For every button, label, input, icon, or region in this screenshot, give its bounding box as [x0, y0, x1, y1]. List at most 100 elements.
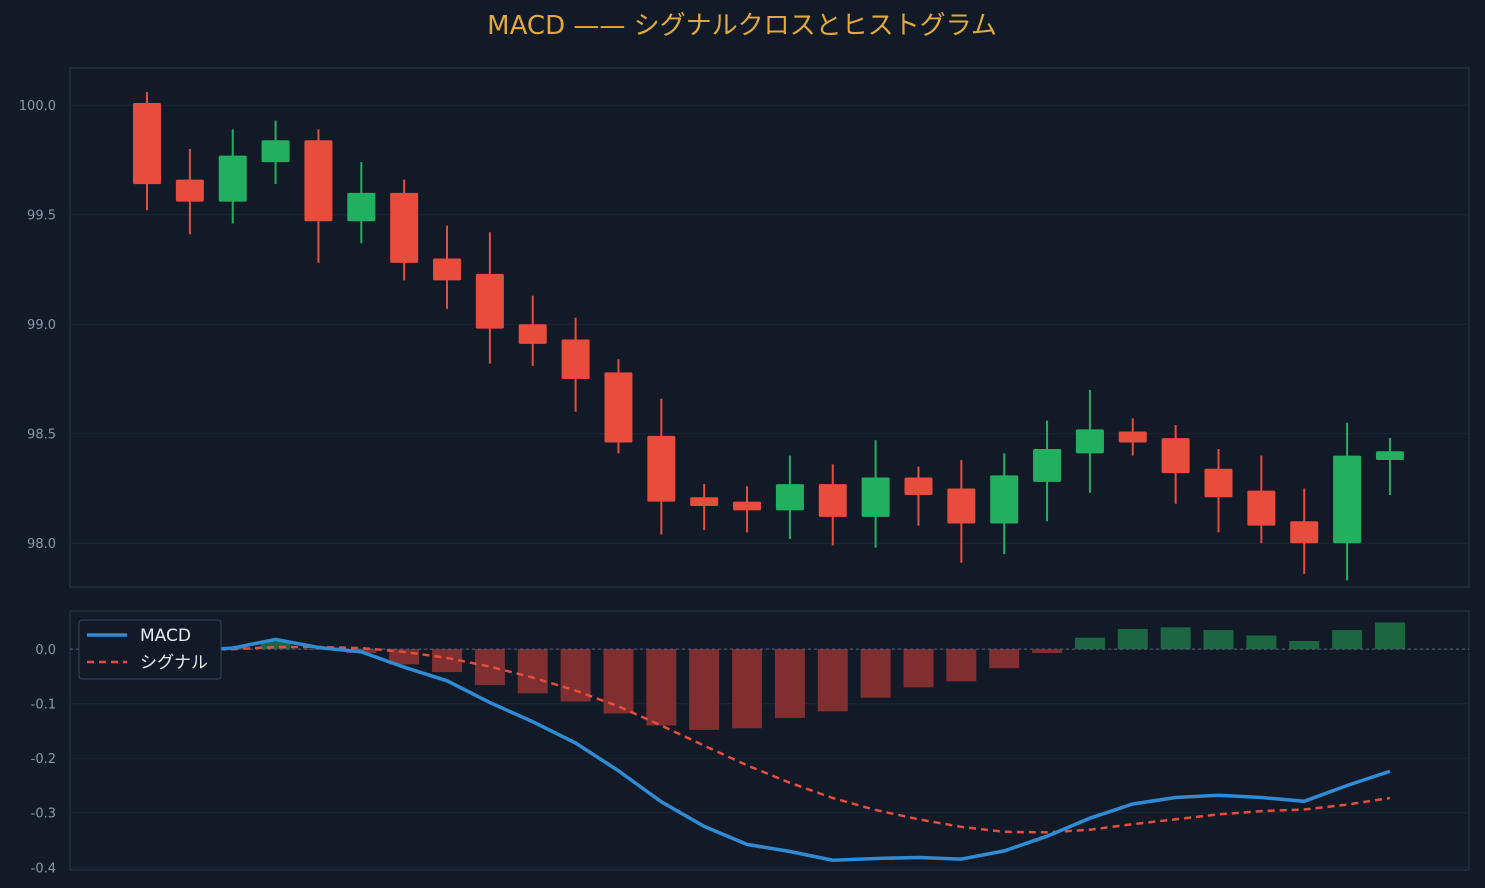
- candle: [904, 466, 933, 526]
- histogram-bar: [517, 649, 548, 694]
- candle-body: [647, 435, 676, 502]
- candlestick-series: [133, 92, 1404, 581]
- candle-body: [347, 192, 376, 222]
- candle-body: [1290, 521, 1319, 544]
- histogram-bar: [1032, 649, 1063, 653]
- chart-title: MACD —— シグナルクロスとヒストグラム: [487, 11, 997, 41]
- candle-body: [1375, 451, 1404, 460]
- macd-panel-frame: [69, 610, 1470, 871]
- histogram-bar: [432, 649, 463, 673]
- candle: [1290, 488, 1319, 574]
- histogram-bar: [860, 649, 891, 698]
- candle-body: [1161, 438, 1190, 474]
- price-tick-label: 100.0: [19, 99, 56, 114]
- price-tick-label: 99.0: [27, 318, 56, 333]
- candle: [861, 440, 890, 548]
- histogram-bar: [946, 649, 977, 682]
- candle: [1033, 420, 1062, 522]
- candle-body: [947, 488, 976, 524]
- histogram-bar: [732, 649, 763, 729]
- candle-body: [1033, 449, 1062, 482]
- candle-body: [518, 324, 547, 344]
- candle: [347, 162, 376, 244]
- candle-body: [475, 273, 504, 329]
- candle-body: [775, 484, 804, 511]
- candle-body: [904, 477, 933, 496]
- candle: [518, 295, 547, 366]
- candle: [818, 464, 847, 546]
- macd-tick-label: 0.0: [35, 643, 56, 658]
- legend-macd-label: MACD: [140, 626, 191, 646]
- price-tick-label: 98.0: [27, 537, 56, 552]
- candle-body: [1118, 431, 1147, 443]
- candle: [561, 317, 590, 412]
- histogram-bar: [689, 649, 720, 730]
- candle: [990, 453, 1019, 555]
- candle: [1247, 455, 1276, 544]
- candle: [1075, 389, 1104, 493]
- legend: MACD シグナル: [78, 619, 222, 680]
- histogram-bar: [774, 649, 805, 718]
- candle-body: [561, 339, 590, 379]
- candle-body: [861, 477, 890, 517]
- histogram-bar: [1160, 627, 1191, 650]
- macd-tick-label: -0.2: [31, 752, 56, 767]
- macd-tick-label: -0.4: [31, 861, 56, 876]
- candle: [947, 459, 976, 563]
- candle-body: [733, 501, 762, 511]
- candle-body: [1247, 490, 1276, 526]
- candle: [390, 179, 419, 281]
- candle: [647, 398, 676, 535]
- price-tick-label: 98.5: [27, 428, 56, 443]
- macd-histogram: [132, 622, 1405, 730]
- candle: [1161, 424, 1190, 504]
- histogram-bar: [646, 649, 677, 726]
- candle-body: [990, 475, 1019, 524]
- candle: [604, 359, 633, 454]
- histogram-bar: [1374, 622, 1405, 650]
- candle-body: [261, 140, 290, 163]
- candle: [433, 225, 462, 309]
- candle-body: [1204, 468, 1233, 498]
- candle: [1118, 418, 1147, 456]
- signal-line: [147, 645, 1391, 834]
- candle: [304, 129, 333, 263]
- candle: [218, 129, 247, 224]
- candle: [133, 92, 161, 211]
- histogram-bar: [903, 649, 934, 688]
- price-grid: [70, 104, 1469, 544]
- candle-body: [133, 103, 161, 185]
- candle: [775, 455, 804, 539]
- candle-body: [690, 497, 719, 506]
- histogram-bar: [1332, 630, 1363, 650]
- candle-body: [390, 192, 419, 263]
- histogram-bar: [603, 649, 634, 714]
- candle-body: [1075, 429, 1104, 454]
- candle-body: [433, 258, 462, 281]
- price-axis-ticks: 98.0 98.5 99.0 99.5 100.0: [19, 99, 56, 552]
- candle: [733, 486, 762, 533]
- candle-body: [218, 155, 247, 202]
- histogram-bar: [1117, 628, 1148, 650]
- histogram-bar: [260, 641, 291, 650]
- candle-body: [304, 140, 333, 222]
- legend-signal-label: シグナル: [140, 653, 208, 673]
- macd-tick-label: -0.1: [31, 698, 56, 713]
- candle: [261, 120, 290, 185]
- histogram-bar: [817, 649, 848, 712]
- macd-grid: [70, 648, 1469, 868]
- macd-tick-label: -0.3: [31, 807, 56, 822]
- histogram-bar: [1203, 630, 1234, 650]
- histogram-bar: [1074, 637, 1105, 650]
- candle-body: [604, 372, 633, 443]
- price-panel-frame: [69, 67, 1470, 588]
- candle-body: [1333, 455, 1362, 544]
- candle: [175, 149, 204, 235]
- macd-axis-ticks: -0.4 -0.3 -0.2 -0.1 0.0: [31, 643, 56, 876]
- histogram-bar: [474, 649, 505, 686]
- candle: [475, 232, 504, 364]
- histogram-bar: [989, 649, 1020, 669]
- histogram-bar: [560, 649, 591, 702]
- candle-body: [175, 179, 204, 202]
